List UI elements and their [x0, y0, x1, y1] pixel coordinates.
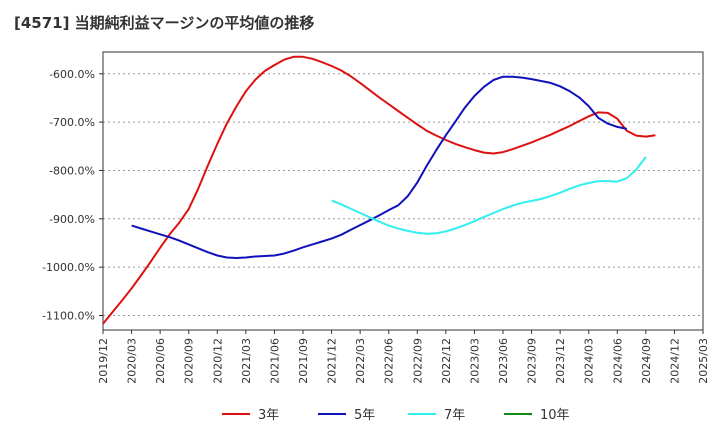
x-tick-labels: 2019/12 2020/03 2020/06 2020/09 2020/12 2021/… [97, 338, 710, 384]
x-tick-label: 2023/06 [497, 338, 510, 384]
x-tick-label: 2020/06 [154, 338, 167, 384]
x-tick-label: 2021/09 [297, 338, 310, 384]
x-tick-label: 2025/03 [697, 338, 710, 384]
x-tick-label: 2023/09 [526, 338, 539, 384]
x-tick-label: 2022/03 [354, 338, 367, 384]
grid-lines [103, 73, 703, 316]
x-tick-label: 2020/12 [211, 338, 224, 384]
x-tick-label: 2021/06 [268, 338, 281, 384]
x-tick-label: 2023/03 [468, 338, 481, 384]
series-line-7年 [331, 156, 647, 235]
x-tick-label: 2019/12 [97, 338, 110, 384]
legend-label-3年: 3年 [258, 408, 279, 423]
x-tick-label: 2021/03 [240, 338, 253, 384]
plot-frame [102, 51, 704, 331]
y-tick-label: -800.0% [49, 164, 95, 177]
x-tick-label: 2024/09 [640, 338, 653, 384]
x-tick-label: 2024/12 [668, 338, 681, 384]
x-tick-label: 2022/06 [383, 338, 396, 384]
x-tick-label: 2020/03 [126, 338, 139, 384]
x-tick-label: 2024/06 [611, 338, 624, 384]
legend-label-7年: 7年 [444, 408, 465, 423]
y-tick-labels: -600.0% -700.0% -800.0% -900.0% -1000.0% -110… [42, 68, 95, 323]
x-tick-label: 2024/03 [583, 338, 596, 384]
axes [99, 51, 704, 334]
x-tick-label: 2021/12 [326, 338, 339, 384]
y-tick-label: -900.0% [49, 213, 95, 226]
x-tick-label: 2020/09 [183, 338, 196, 384]
series-lines [102, 55, 656, 325]
x-tick-label: 2022/09 [411, 338, 424, 384]
x-tick-label: 2022/12 [440, 338, 453, 384]
legend: 3年 5年 7年 10年 [222, 408, 570, 423]
x-tick-label: 2023/12 [554, 338, 567, 384]
chart-title: [4571] 当期純利益マージンの平均値の推移 [14, 14, 315, 32]
legend-label-5年: 5年 [354, 408, 375, 423]
series-line-5年 [131, 75, 628, 259]
y-tick-label: -700.0% [49, 116, 95, 129]
series-line-3年 [102, 55, 656, 325]
y-tick-label: -1000.0% [42, 261, 95, 274]
y-tick-label: -1100.0% [42, 309, 95, 322]
legend-label-10年: 10年 [540, 408, 570, 423]
y-tick-label: -600.0% [49, 68, 95, 81]
